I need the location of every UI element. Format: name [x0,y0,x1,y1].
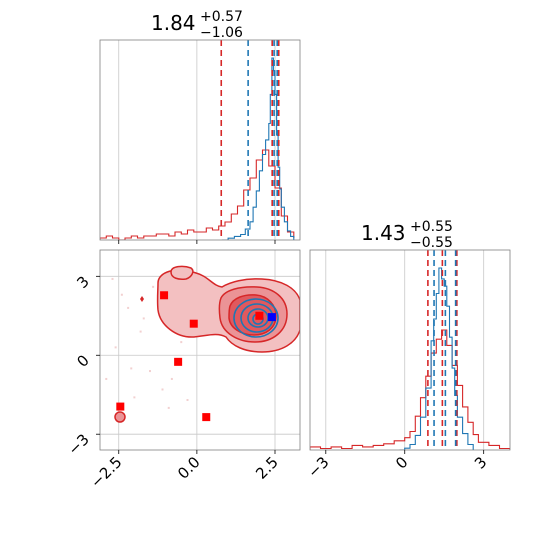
sample-dot [105,377,108,380]
marginal-panel-param2 [309,249,511,451]
sample-dot [130,367,133,370]
red-density-contours [156,265,300,353]
title-param1: 1.84 +0.57 −1.06 [151,9,243,41]
truth-marker [116,402,125,411]
title-upper-error: +0.55 [410,219,453,235]
truth-marker [174,357,183,366]
y-tick-label: 0 [73,351,92,370]
truth-marker [255,311,264,320]
sample-dot [152,285,155,288]
axis-ticks: −2.5 0.0 2.5 −3 0 3 −3 0 3 [64,240,491,492]
sample-dot [142,317,145,320]
quantile-lines [220,40,280,240]
x2-tick-label: 0 [392,453,411,472]
x2-tick-label: −3 [304,453,332,481]
sample-dot [114,346,117,349]
faint-samples [105,277,189,409]
x2-tick-label: 3 [471,453,490,472]
histograms [310,267,510,450]
sample-dot [133,396,136,399]
sample-dot [161,388,164,391]
panel-frame [309,249,511,451]
histogram-red [100,149,295,240]
x-tick-label: 2.5 [252,453,282,483]
truth-marker [189,319,198,328]
sample-dot [170,377,173,380]
sample-dot [139,330,142,333]
histograms [100,57,295,240]
title-value: 1.84 [151,11,196,35]
sample-dot [111,277,114,280]
marginal-panel-param1 [99,39,301,241]
red-contour-outer-blob [170,265,194,280]
title-upper-error: +0.57 [200,9,243,25]
y-tick-label: 3 [73,272,92,291]
truth-marker [160,291,169,300]
histogram-red [310,329,510,450]
x-tick-label: −2.5 [87,453,125,491]
sample-dot [186,399,189,401]
blue-contour-1 [233,298,279,338]
joint-panel [99,249,301,451]
histogram-blue [399,267,474,450]
x-tick-label: 0.0 [174,453,204,483]
y-tick-label: −3 [64,430,92,458]
red-small-contour [114,411,126,423]
sample-dot [167,406,170,409]
title-lower-error: −1.06 [200,25,243,41]
title-param2: 1.43 +0.55 −0.55 [361,219,453,251]
median-marker [267,313,276,322]
panel-frame [99,39,301,241]
title-lower-error: −0.55 [410,235,453,251]
panel-frame [99,249,301,451]
sample-dot [127,306,130,309]
marker-points [116,291,276,422]
grid-lines [325,250,485,450]
sample-dot [180,341,183,344]
title-value: 1.43 [361,221,406,245]
grid-lines [118,40,276,240]
quantile-lines [427,250,458,450]
truth-marker [202,413,211,422]
red-small-diamond [140,296,144,302]
histogram-blue [221,57,295,240]
sample-dot [149,370,151,373]
sample-dot [120,293,123,296]
